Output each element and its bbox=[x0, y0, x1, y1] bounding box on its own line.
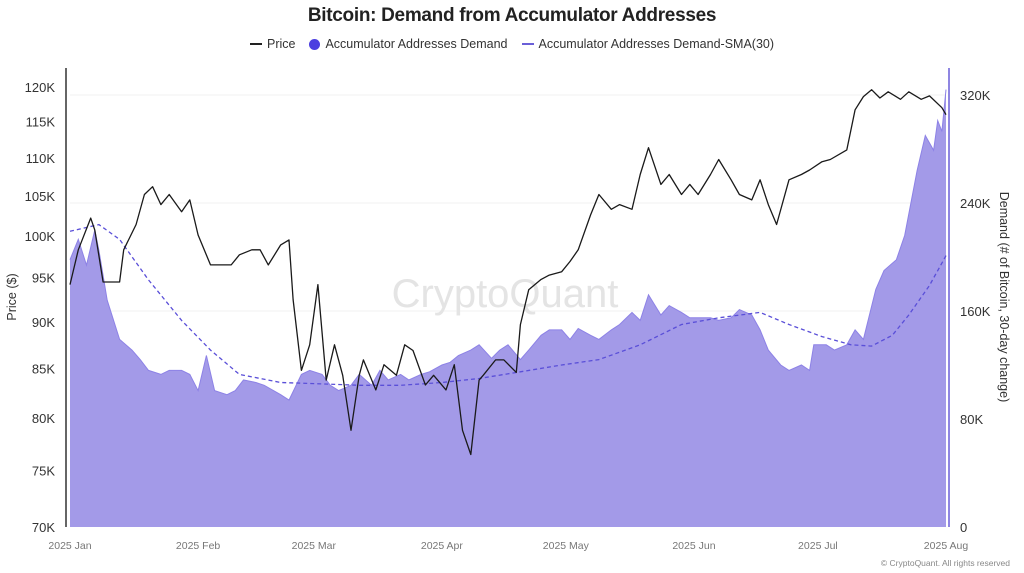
x-tick-label: 2025 Feb bbox=[176, 540, 221, 552]
right-tick-label: 0 bbox=[960, 520, 967, 535]
left-tick-label: 70K bbox=[32, 520, 55, 535]
legend-item-demand[interactable]: Accumulator Addresses Demand bbox=[309, 37, 508, 51]
price-line bbox=[69, 89, 947, 456]
x-tick-label: 2025 Apr bbox=[421, 540, 464, 552]
left-tick-label: 115K bbox=[26, 115, 56, 130]
line-swatch-icon bbox=[249, 43, 262, 45]
right-tick-label: 80K bbox=[960, 412, 983, 427]
x-tick-label: 2025 Jun bbox=[672, 540, 715, 552]
left-tick-label: 105K bbox=[25, 189, 56, 204]
chart-title: Bitcoin: Demand from Accumulator Address… bbox=[307, 5, 717, 26]
legend-label: Price bbox=[266, 37, 296, 51]
demand-area bbox=[70, 89, 946, 527]
x-tick-label: 2025 Jul bbox=[798, 540, 838, 552]
x-tick-label: 2025 Mar bbox=[292, 540, 337, 552]
left-tick-label: 110K bbox=[26, 151, 56, 166]
left-tick-label: 90K bbox=[32, 315, 55, 330]
left-tick-label: 80K bbox=[32, 411, 55, 426]
left-tick-label: 85K bbox=[32, 362, 55, 377]
left-axis-title: Price ($) bbox=[5, 273, 19, 320]
right-tick-label: 320K bbox=[960, 88, 991, 103]
legend: Price Accumulator Addresses Demand Accum… bbox=[0, 37, 1024, 51]
demand-line bbox=[69, 89, 947, 401]
sma-line bbox=[69, 223, 947, 386]
right-tick-label: 160K bbox=[960, 304, 991, 319]
x-tick-label: 2025 Jan bbox=[48, 540, 91, 552]
left-tick-label: 75K bbox=[32, 464, 55, 479]
left-tick-label: 95K bbox=[32, 271, 55, 286]
right-axis-title: Demand (# of Bitcoin, 30-day change) bbox=[997, 192, 1011, 403]
copyright: © CryptoQuant. All rights reserved bbox=[880, 558, 1010, 568]
legend-item-price[interactable]: Price bbox=[249, 37, 296, 51]
left-tick-label: 120K bbox=[25, 80, 56, 95]
legend-label: Accumulator Addresses Demand-SMA(30) bbox=[538, 37, 775, 51]
x-tick-label: 2025 Aug bbox=[924, 540, 969, 552]
left-tick-label: 100K bbox=[25, 229, 56, 244]
legend-label: Accumulator Addresses Demand bbox=[325, 37, 508, 51]
legend-item-sma[interactable]: Accumulator Addresses Demand-SMA(30) bbox=[521, 37, 775, 51]
right-tick-label: 240K bbox=[960, 196, 991, 211]
x-tick-label: 2025 May bbox=[543, 540, 590, 552]
watermark: CryptoQuant bbox=[392, 272, 619, 316]
dot-swatch-icon bbox=[309, 38, 321, 50]
dashed-swatch-icon bbox=[521, 43, 534, 45]
